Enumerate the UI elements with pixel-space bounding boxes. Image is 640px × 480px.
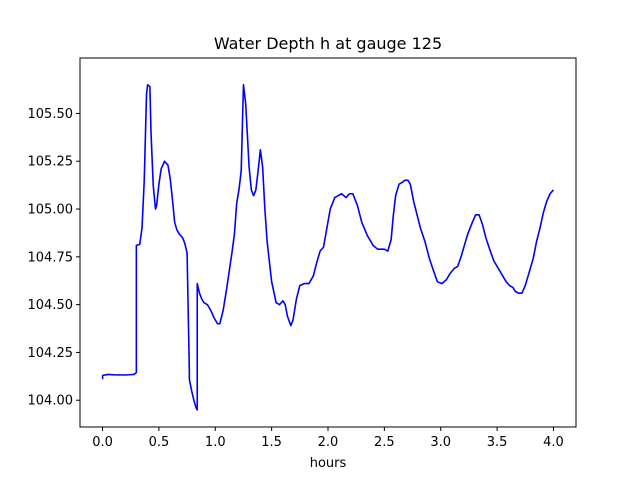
y-tick-label: 105.50: [28, 107, 74, 122]
x-tick-label: 3.0: [430, 435, 451, 450]
y-tick-label: 104.25: [28, 346, 74, 361]
x-axis-label: hours: [310, 456, 347, 471]
plot-area: [101, 83, 555, 411]
y-tick-label: 104.75: [28, 250, 74, 265]
axes-frame: [79, 57, 577, 428]
y-tick-label: 105.00: [28, 203, 74, 218]
x-tick-label: 2.5: [374, 435, 395, 450]
x-tick-label: 3.5: [487, 435, 508, 450]
y-axis: 104.00 104.25 104.50 104.75 105.00 105.25 105.…: [28, 107, 80, 409]
y-tick-label: 104.50: [28, 298, 74, 313]
x-axis: 0.0 0.5 1.0 1.5 2.0 2.5 3.0 3.5 4.0: [92, 427, 564, 450]
series-line-0: [101, 83, 555, 411]
y-tick-label: 105.25: [28, 155, 74, 170]
y-tick-label: 104.00: [28, 394, 74, 409]
x-tick-label: 1.0: [205, 435, 226, 450]
x-tick-label: 1.5: [261, 435, 282, 450]
x-tick-label: 0.0: [92, 435, 113, 450]
x-tick-label: 4.0: [543, 435, 564, 450]
chart-title: Water Depth h at gauge 125: [214, 34, 442, 53]
x-tick-label: 2.0: [318, 435, 339, 450]
x-tick-label: 0.5: [149, 435, 170, 450]
